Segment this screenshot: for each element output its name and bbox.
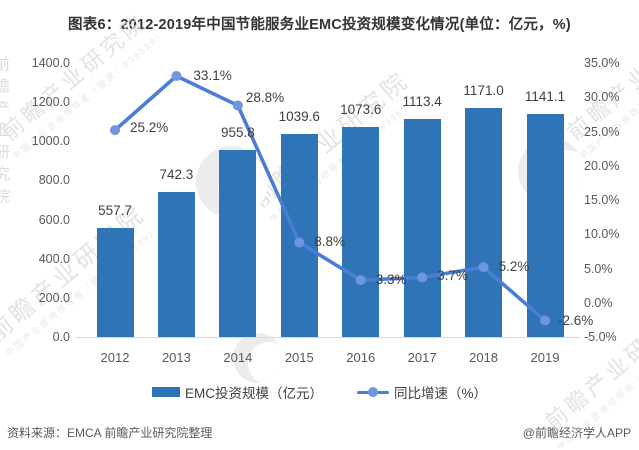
y-axis-left-tick: 400.0 — [38, 251, 70, 266]
line-point — [171, 71, 182, 82]
line-point — [355, 275, 366, 286]
y-axis-right-tick: 25.0% — [584, 124, 620, 139]
y-axis-right-tick: 30.0% — [584, 90, 620, 105]
x-axis-tick: 2012 — [100, 350, 130, 365]
bar — [403, 119, 441, 337]
credit-note: @前瞻经济学人APP — [522, 426, 631, 440]
y-axis-left-tick: 200.0 — [38, 290, 70, 305]
source-note: 资料来源：EMCA 前瞻产业研究院整理 — [7, 426, 213, 440]
bar-value-label: 1073.6 — [340, 101, 382, 117]
y-axis-right-tick: 15.0% — [584, 193, 620, 207]
x-axis-line — [76, 337, 580, 338]
point-value-label: 3.3% — [375, 272, 407, 288]
y-axis-right-tick: 5.0% — [584, 261, 613, 276]
point-value-label: 28.8% — [245, 90, 285, 106]
point-value-label: 5.2% — [498, 259, 530, 275]
legend-bar-label: EMC投资规模（亿元） — [184, 386, 323, 401]
y-axis-left-tick: 1400.0 — [31, 56, 70, 70]
x-axis-tick: 2016 — [346, 350, 376, 365]
legend-bar-swatch — [151, 387, 180, 397]
y-axis-right-tick: 35.0% — [584, 56, 620, 70]
bar-value-label: 1171.0 — [463, 82, 504, 98]
bar-value-label: 1039.6 — [278, 108, 320, 124]
legend: EMC投资规模（亿元） 同比增速（%） — [0, 382, 639, 402]
y-axis-right-tick: 10.0% — [584, 227, 620, 242]
y-axis-left-tick: 600.0 — [38, 212, 70, 227]
legend-line-label: 同比增速（%） — [393, 386, 487, 401]
x-axis-tick: 2019 — [530, 350, 560, 365]
x-axis-tick: 2017 — [407, 350, 437, 365]
bar-value-label: 1113.4 — [402, 94, 442, 110]
chart-title: 图表6：2012-2019年中国节能服务业EMC投资规模变化情况(单位：亿元，%… — [68, 17, 571, 33]
x-axis-tick: 2014 — [223, 350, 253, 365]
x-axis-tick: 2018 — [469, 350, 499, 365]
line-point — [540, 315, 551, 326]
legend-line-swatch — [356, 386, 389, 398]
point-value-label: -2.6% — [558, 312, 594, 328]
point-value-label: 8.8% — [314, 234, 346, 250]
bar — [280, 133, 318, 337]
y-axis-right-tick: -5.0% — [584, 330, 617, 344]
y-axis-right-tick: 20.0% — [584, 158, 620, 173]
point-value-label: 3.7% — [437, 268, 468, 284]
line-point — [417, 272, 428, 283]
y-axis-left-tick: 1200.0 — [31, 95, 70, 110]
bar-value-label: 955.8 — [220, 124, 255, 140]
line-point — [294, 237, 305, 248]
bar-value-label: 557.7 — [98, 202, 132, 218]
y-axis-left-tick: 800.0 — [38, 173, 70, 188]
line-point — [478, 262, 489, 273]
x-axis-tick: 2015 — [284, 350, 314, 365]
x-axis-tick: 2013 — [161, 350, 191, 365]
bar — [465, 107, 503, 337]
point-value-label: 25.2% — [130, 120, 169, 136]
legend-item-growth: 同比增速（%） — [356, 382, 487, 402]
line-point — [232, 100, 243, 111]
bar-value-label: 1141.1 — [524, 88, 566, 104]
line-point — [110, 125, 120, 136]
bar — [157, 191, 195, 337]
y-axis-left-tick: 1000.0 — [31, 134, 70, 149]
legend-item-emc: EMC投资规模（亿元） — [151, 382, 323, 402]
bar — [342, 126, 380, 337]
bar — [96, 227, 134, 337]
point-value-label: 33.1% — [193, 68, 232, 83]
y-axis-left-tick: 0.0 — [52, 330, 70, 344]
y-axis-right-tick: 0.0% — [584, 295, 613, 310]
bar-value-label: 742.3 — [159, 166, 194, 182]
